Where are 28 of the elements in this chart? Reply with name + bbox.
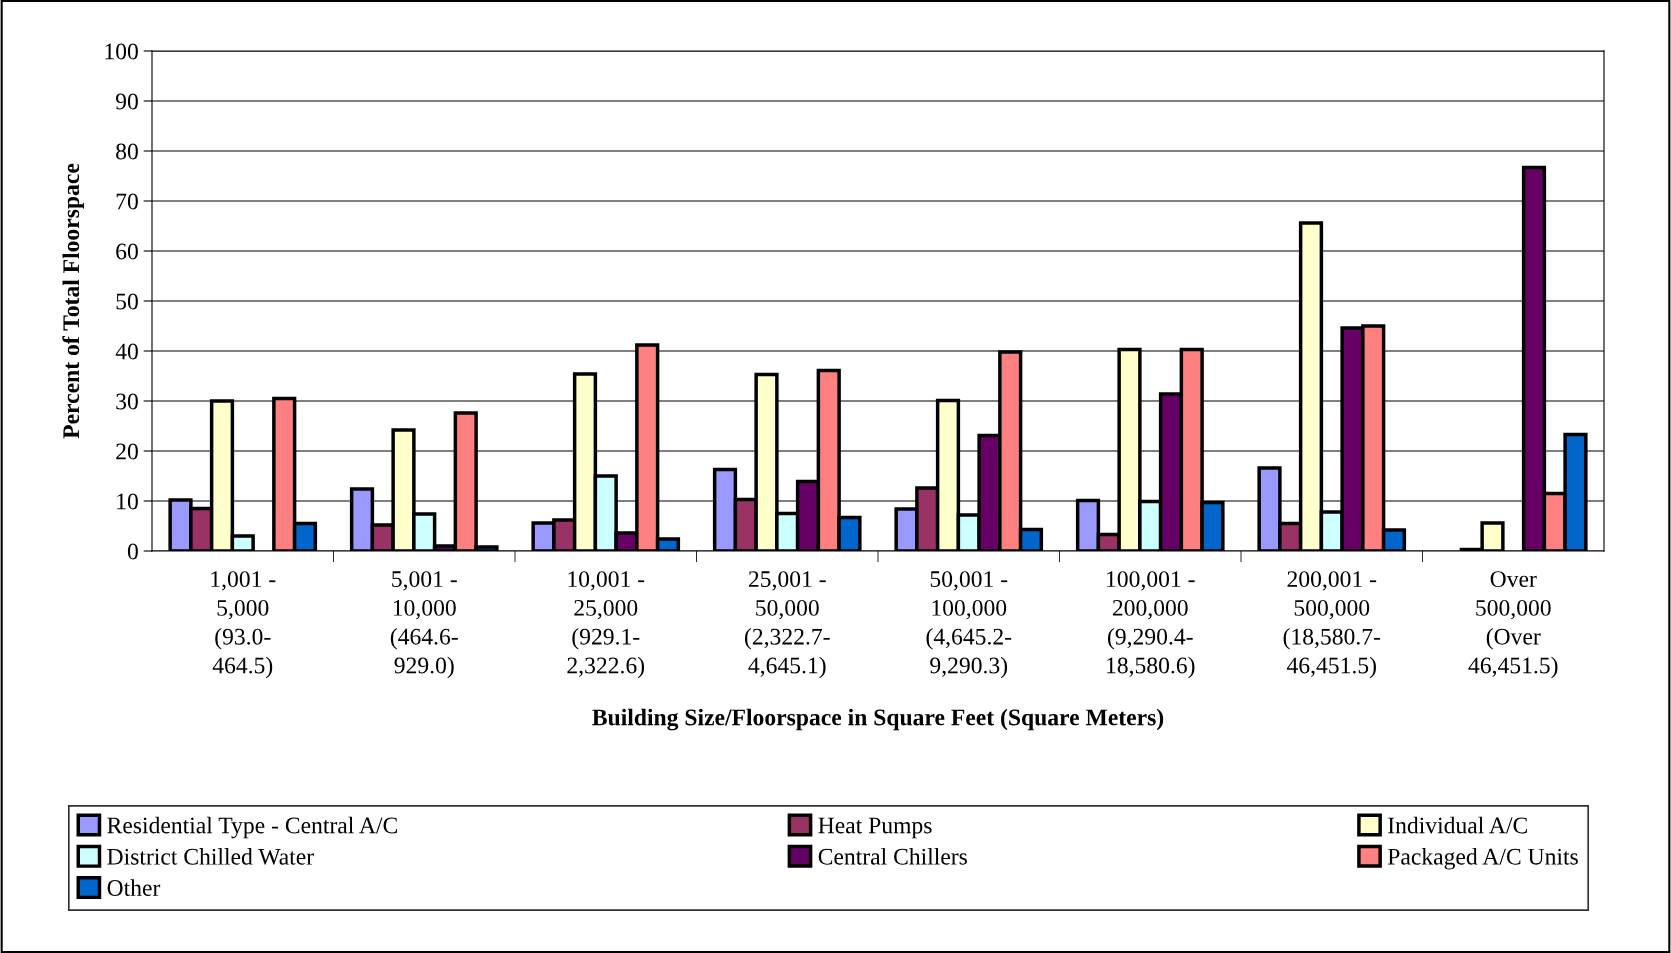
legend-label: District Chilled Water: [107, 848, 314, 865]
x-tick-label: 200,001 - 500,000 (18,580.7- 46,451.5): [1283, 571, 1381, 679]
legend-label: Packaged A/C Units: [1387, 848, 1578, 870]
y-tick-label: 30: [116, 393, 138, 410]
y-tick-label: 100: [105, 43, 138, 60]
y-tick-label: 50: [116, 293, 138, 310]
y-tick-label: 70: [116, 193, 138, 210]
x-tick-label: 5,001 - 10,000 (464.6- 929.0): [390, 571, 458, 679]
y-tick-label: 10: [117, 493, 138, 510]
y-tick-label: 90: [115, 93, 138, 110]
x-tick-label: 100,001 - 200,000 (9,290.4- 18,580.6): [1107, 571, 1195, 679]
y-tick-label: 80: [116, 143, 138, 160]
y-tick-label: 40: [115, 343, 138, 360]
legend-label: Heat Pumps: [818, 817, 932, 839]
legend-label: Individual A/C: [1388, 816, 1527, 834]
y-tick-label: 60: [116, 243, 138, 260]
x-axis-title: Building Size/Floorspace in Square Feet (Square Meters): [592, 708, 1164, 731]
x-tick-label: Over 500,000 (Over 46,451.5): [1468, 571, 1558, 679]
x-tick-label: 25,001 - 50,000 (2,322.7- 4,645.1): [745, 571, 830, 679]
legend-label: Residential Type - Central A/C: [107, 816, 397, 839]
x-tick-label: 10,001 - 25,000 (929.1- 2,322.6): [567, 571, 645, 679]
y-tick-label: 20: [116, 443, 138, 460]
legend-label: Central Chillers: [818, 848, 967, 865]
legend-label: Other: [107, 879, 161, 896]
y-axis-title: Percent of Total Floorspace: [62, 163, 84, 439]
x-tick-label: 50,001 - 100,000 (4,645.2- 9,290.3): [926, 571, 1012, 679]
x-tick-label: 1,001 - 5,000 (93.0- 464.5): [211, 571, 276, 679]
y-tick-label: 0: [127, 543, 138, 560]
